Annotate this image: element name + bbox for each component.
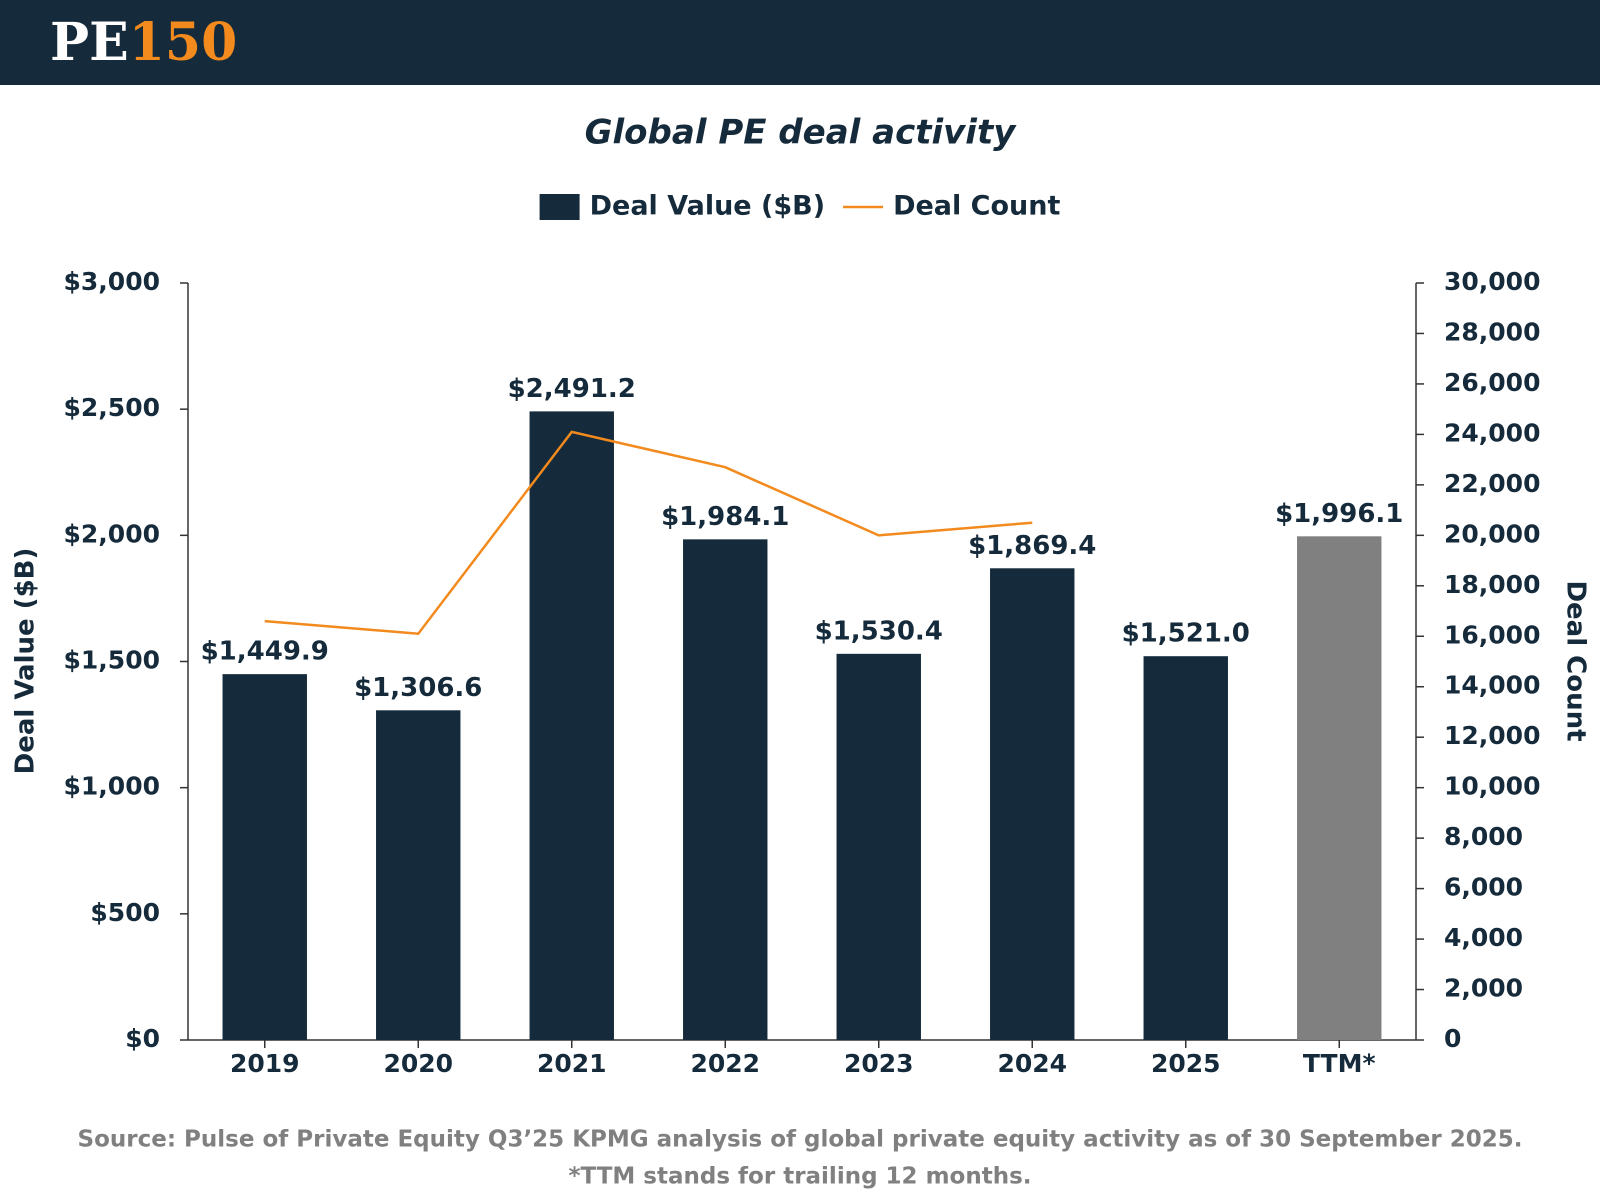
x-tick-label: 2020 [383, 1049, 453, 1078]
bar [222, 674, 307, 1040]
brand-num: 150 [129, 12, 238, 73]
data-label: $1,984.1 [661, 502, 789, 532]
data-label: $1,996.1 [1275, 499, 1403, 529]
y2-tick-label: 22,000 [1444, 469, 1540, 498]
data-label: $1,530.4 [815, 616, 943, 646]
y2-tick-label: 12,000 [1444, 721, 1540, 750]
chart-title: Global PE deal activity [585, 113, 1018, 153]
data-label: $1,449.9 [201, 637, 329, 667]
x-tick-label: 2025 [1151, 1049, 1221, 1078]
brand-pe: PE150 [50, 12, 237, 73]
y-tick-label: $0 [125, 1024, 160, 1053]
y-tick-label: $3,000 [64, 267, 160, 296]
line [264, 430, 1033, 636]
source-note: Source: Pulse of Private Equity Q3’25 KP… [78, 1127, 1523, 1153]
bar [376, 710, 461, 1040]
y2-tick-label: 28,000 [1444, 317, 1540, 346]
bar [529, 411, 614, 1040]
data-label: $2,491.2 [508, 374, 636, 404]
y-tick-label: $1,000 [64, 772, 160, 801]
y2-tick-label: 18,000 [1444, 570, 1540, 599]
data-label: $1,869.4 [968, 531, 1096, 561]
bar [683, 539, 768, 1040]
legend-swatch [539, 194, 580, 220]
x-tick-label: 2019 [230, 1049, 300, 1078]
footnote: *TTM stands for trailing 12 months. [568, 1164, 1031, 1190]
y2-tick-label: 14,000 [1444, 671, 1540, 700]
y2-axis-title: Deal Count [1561, 580, 1591, 741]
y-tick-label: $500 [90, 898, 160, 927]
bar [1297, 536, 1382, 1040]
y2-tick-label: 6,000 [1444, 873, 1523, 902]
legend-label: Deal Value ($B) [590, 191, 825, 222]
y-tick-label: $2,000 [64, 519, 160, 548]
y2-tick-label: 20,000 [1444, 519, 1540, 548]
y2-tick-label: 26,000 [1444, 368, 1540, 397]
y-axis-title: Deal Value ($B) [11, 548, 41, 775]
header-bar [0, 0, 1600, 85]
bar [1143, 656, 1228, 1040]
y2-tick-label: 24,000 [1444, 418, 1540, 447]
legend-label: Deal Count [893, 191, 1060, 222]
y2-tick-label: 30,000 [1444, 267, 1540, 296]
bar [836, 653, 921, 1040]
x-tick-label: 2023 [844, 1049, 914, 1078]
y-tick-label: $1,500 [64, 646, 160, 675]
brand-pe: PE [50, 12, 129, 73]
data-label: $1,521.0 [1122, 619, 1250, 649]
x-tick-label: 2021 [537, 1049, 607, 1078]
data-label: $1,306.6 [354, 673, 482, 703]
y2-tick-label: 10,000 [1444, 772, 1540, 801]
y2-tick-label: 8,000 [1444, 822, 1523, 851]
bar [990, 568, 1075, 1040]
x-tick-label: 2022 [690, 1049, 760, 1078]
x-tick-label: 2024 [997, 1049, 1067, 1078]
y2-tick-label: 16,000 [1444, 620, 1540, 649]
y2-tick-label: 0 [1444, 1024, 1461, 1053]
y2-tick-label: 2,000 [1444, 974, 1523, 1003]
x-tick-label: TTM* [1303, 1049, 1376, 1078]
y-tick-label: $2,500 [64, 393, 160, 422]
y2-tick-label: 4,000 [1444, 923, 1523, 952]
